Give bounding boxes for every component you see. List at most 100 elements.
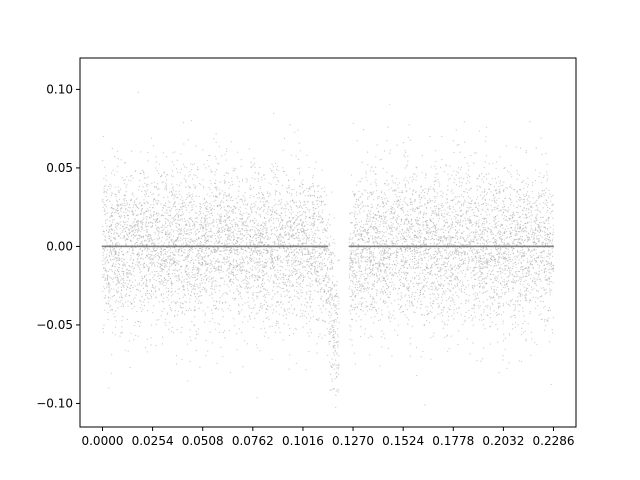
data-point <box>210 204 212 206</box>
data-point <box>500 267 502 270</box>
data-point <box>219 285 221 287</box>
data-point <box>524 268 526 270</box>
data-point <box>107 297 110 299</box>
data-point <box>220 216 222 218</box>
data-point <box>304 217 306 220</box>
data-point <box>445 290 447 292</box>
data-point <box>157 202 159 204</box>
data-point <box>465 220 467 222</box>
data-point <box>162 336 164 338</box>
data-point <box>186 193 188 196</box>
data-point <box>265 258 267 261</box>
data-point <box>304 276 306 278</box>
data-point <box>410 281 412 283</box>
data-point <box>385 239 387 241</box>
data-point <box>460 290 462 292</box>
data-point <box>516 301 519 303</box>
data-point <box>133 195 135 197</box>
data-point <box>152 248 154 251</box>
data-point <box>170 280 172 282</box>
data-point <box>257 244 259 246</box>
data-point <box>270 233 272 235</box>
data-point <box>438 215 440 217</box>
data-point <box>171 217 173 219</box>
data-point <box>147 253 150 255</box>
data-point <box>514 306 516 308</box>
data-point <box>481 191 483 193</box>
data-point <box>255 193 258 196</box>
data-point <box>326 251 328 253</box>
data-point <box>313 224 315 226</box>
data-point <box>118 282 120 284</box>
data-point <box>521 230 523 232</box>
data-point <box>444 336 446 338</box>
data-point <box>397 233 399 235</box>
data-point <box>530 225 532 227</box>
data-point <box>369 275 371 277</box>
data-point <box>233 236 235 238</box>
data-point <box>480 268 482 270</box>
data-point <box>188 185 190 187</box>
data-point <box>535 296 537 298</box>
data-point <box>290 304 292 306</box>
data-point <box>349 313 351 315</box>
data-point <box>284 295 286 297</box>
data-point <box>459 251 461 253</box>
data-point <box>439 229 441 231</box>
data-point <box>223 229 226 231</box>
data-point <box>215 280 217 282</box>
data-point <box>417 241 420 243</box>
data-point <box>378 248 380 250</box>
data-point <box>189 261 191 264</box>
data-point <box>431 235 433 237</box>
data-point <box>483 287 485 289</box>
data-point <box>438 236 440 238</box>
data-point <box>514 282 517 284</box>
data-point <box>523 198 525 201</box>
data-point <box>206 239 208 241</box>
data-point <box>443 290 445 292</box>
data-point <box>378 231 380 233</box>
data-point <box>539 260 542 262</box>
data-point <box>495 324 497 326</box>
data-point <box>205 231 207 233</box>
data-point <box>362 257 364 259</box>
data-point <box>319 291 321 293</box>
data-point <box>364 256 366 259</box>
data-point <box>450 226 452 228</box>
data-point <box>107 284 109 287</box>
data-point <box>146 216 148 218</box>
data-point <box>534 282 536 284</box>
data-point <box>316 291 318 293</box>
data-point <box>202 228 204 230</box>
data-point <box>479 229 481 231</box>
data-point <box>542 189 544 191</box>
data-point <box>424 177 426 179</box>
data-point <box>462 269 464 271</box>
data-point <box>210 235 212 237</box>
data-point <box>286 174 288 176</box>
data-point <box>166 174 168 176</box>
data-point <box>230 197 232 199</box>
data-point <box>226 249 228 251</box>
data-point <box>173 204 175 206</box>
data-point <box>421 303 423 305</box>
data-point <box>194 288 196 290</box>
data-point <box>231 177 233 179</box>
data-point <box>140 230 142 232</box>
data-point <box>266 235 268 237</box>
data-point <box>362 129 365 131</box>
data-point <box>236 285 238 287</box>
data-point <box>552 270 555 272</box>
data-point <box>410 214 412 216</box>
data-point <box>154 264 156 266</box>
data-point <box>476 251 478 253</box>
data-point <box>396 184 398 186</box>
data-point <box>356 230 358 232</box>
data-point <box>261 305 264 307</box>
data-point <box>144 182 146 184</box>
data-point <box>120 293 122 295</box>
data-point <box>165 189 168 191</box>
data-point <box>336 352 338 354</box>
data-point <box>288 242 290 245</box>
